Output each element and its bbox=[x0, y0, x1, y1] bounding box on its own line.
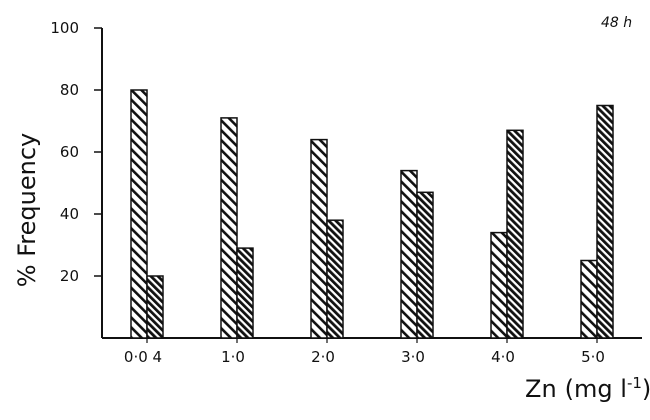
x-tick-label: 2·0 bbox=[311, 348, 335, 366]
y-tick-label: 100 bbox=[50, 19, 79, 37]
bar-series-2 bbox=[596, 104, 614, 339]
x-axis-title-exponent: -1 bbox=[627, 374, 642, 392]
y-tick-label: 40 bbox=[60, 205, 79, 223]
x-tick-label: 5·0 bbox=[581, 348, 605, 366]
x-tick-label: 3·0 bbox=[401, 348, 425, 366]
bar-series-2 bbox=[506, 129, 524, 339]
x-axis-title: Zn (mg l-1) bbox=[525, 374, 650, 403]
bar-series-1 bbox=[220, 117, 238, 339]
bar-series-2 bbox=[326, 219, 344, 339]
bar-series-2 bbox=[236, 247, 254, 339]
bar-series-1 bbox=[490, 231, 508, 339]
x-axis-title-main: Zn bbox=[525, 375, 557, 403]
x-axis-title-unit: (mg l bbox=[565, 375, 627, 403]
x-axis-title-close: ) bbox=[642, 375, 650, 403]
bar-series-1 bbox=[580, 259, 598, 339]
y-tick-label: 80 bbox=[60, 81, 79, 99]
y-tick-label: 60 bbox=[60, 143, 79, 161]
annotation-label: 48 h bbox=[601, 15, 632, 31]
y-tick-label: 20 bbox=[60, 267, 79, 285]
bar-series-2 bbox=[146, 275, 164, 339]
bar-series-2 bbox=[416, 191, 434, 339]
x-tick-label: 0·0 4 bbox=[124, 348, 162, 366]
bar-series-1 bbox=[400, 169, 418, 339]
y-axis-title: % Frequency bbox=[13, 133, 41, 287]
x-tick-label: 1·0 bbox=[221, 348, 245, 366]
x-tick-label: 4·0 bbox=[491, 348, 515, 366]
bar-series-1 bbox=[130, 89, 148, 339]
bar-series-1 bbox=[310, 138, 328, 339]
